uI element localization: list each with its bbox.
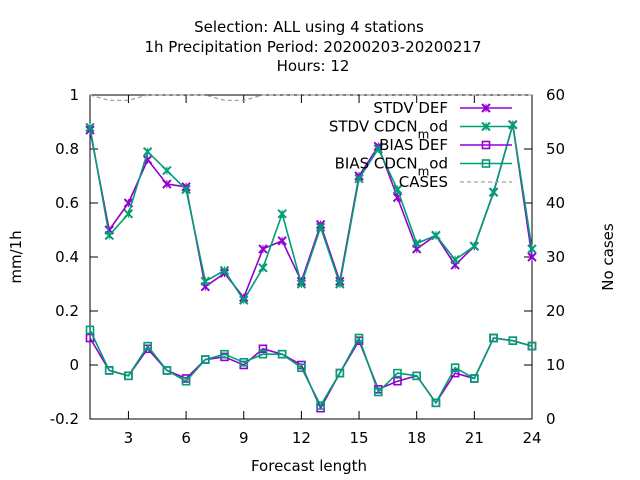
series-2-point <box>258 263 268 273</box>
plot-series <box>85 94 537 413</box>
y-tick-label: 0.4 <box>55 248 79 266</box>
series-2-point <box>373 144 383 154</box>
series-2-point <box>411 238 422 249</box>
series-2-point <box>296 279 307 289</box>
title-line-2: 1h Precipitation Period: 20200203-202002… <box>144 38 481 56</box>
series-2-point <box>162 165 172 176</box>
series-4-point <box>393 368 402 378</box>
y2-tick-label: 50 <box>546 140 565 158</box>
series-4-point <box>470 374 479 383</box>
series-4-point <box>373 387 383 397</box>
series-2-point <box>392 184 403 195</box>
series-4-point <box>489 333 498 343</box>
legend-label-1: STDV DEF <box>373 99 448 117</box>
series-2-point <box>469 241 480 251</box>
legend-label-5: CASES <box>399 173 448 191</box>
y-tick-label: 0.8 <box>55 140 79 158</box>
x-tick-label: 21 <box>465 429 484 447</box>
series-4-point <box>220 349 229 359</box>
title-line-1: Selection: ALL using 4 stations <box>194 18 424 36</box>
series-4-point <box>258 349 268 359</box>
y2-tick-label: 30 <box>546 248 565 266</box>
legend-marker-2 <box>481 121 491 132</box>
series-4-point <box>508 336 518 346</box>
series-2-point <box>315 222 326 233</box>
y2-tick-label: 60 <box>546 86 565 104</box>
x-tick-label: 6 <box>181 429 191 447</box>
series-4-point <box>431 398 441 408</box>
y-axis-label: mm/1h <box>7 230 25 283</box>
y2-tick-label: 40 <box>546 194 565 212</box>
series-1-point <box>162 179 172 189</box>
series-2-point <box>123 209 134 219</box>
legend-marker-4 <box>481 159 491 168</box>
series-2-point <box>277 209 287 219</box>
title-line-3: Hours: 12 <box>277 57 350 75</box>
series-4-point <box>201 355 210 364</box>
series-2-point <box>508 119 518 130</box>
series-4-point <box>527 341 537 351</box>
series-4-point <box>335 368 345 378</box>
series-4-point <box>412 371 421 381</box>
x-tick-label: 12 <box>292 429 311 447</box>
x-tick-label: 3 <box>124 429 134 447</box>
legend-label-3: BIAS DEF <box>379 136 448 154</box>
y-tick-label: 1 <box>69 86 79 104</box>
legend-marker-1 <box>481 103 491 113</box>
series-2-point <box>450 254 460 265</box>
series-4-point <box>239 357 249 367</box>
x-tick-label: 18 <box>407 429 426 447</box>
x-tick-label: 9 <box>239 429 249 447</box>
series-4-point <box>297 363 306 373</box>
series-1-point <box>527 252 537 262</box>
chart-title: Selection: ALL using 4 stations 1h Preci… <box>144 18 481 75</box>
y2-tick-label: 0 <box>546 410 556 428</box>
legend-marker-3 <box>481 140 491 150</box>
y-tick-label: -0.2 <box>50 410 79 428</box>
series-2-point <box>142 146 153 157</box>
series-4-point <box>104 366 114 375</box>
series-4-point <box>277 349 287 359</box>
series-4-point <box>354 333 364 343</box>
y-tick-label: 0.2 <box>55 302 79 320</box>
series-2-point <box>85 122 95 133</box>
series-3-point <box>393 376 402 386</box>
series-line-2 <box>89 124 533 302</box>
series-3-point <box>258 344 268 354</box>
series-4-point <box>162 366 172 375</box>
series-1-point <box>258 244 268 254</box>
series-2-point <box>239 295 249 305</box>
x-tick-label: 15 <box>349 429 368 447</box>
x-tick-label: 24 <box>522 429 541 447</box>
series-2-point <box>219 265 230 276</box>
series-4-point <box>181 376 191 386</box>
series-1-point <box>277 236 287 246</box>
series-2-point <box>431 230 441 241</box>
series-2-point <box>488 187 499 197</box>
series-4-point <box>450 363 460 373</box>
series-2-point <box>354 173 364 184</box>
x-axis-label: Forecast length <box>251 457 367 475</box>
y-tick-label: 0 <box>69 356 79 374</box>
y2-tick-label: 20 <box>546 302 565 320</box>
series-line-5 <box>89 94 532 102</box>
series-4-point <box>85 325 95 335</box>
series-2-point <box>200 276 211 287</box>
y2-tick-label: 10 <box>546 356 565 374</box>
series-2-point <box>527 244 537 254</box>
series-2-point <box>104 230 114 241</box>
series-2-point <box>335 279 345 289</box>
y-tick-label: 0.6 <box>55 194 79 212</box>
series-4-point <box>143 341 152 351</box>
series-line-4 <box>89 329 533 408</box>
series-line-1 <box>89 124 533 300</box>
series-4-point <box>124 371 133 381</box>
series-4-point <box>316 401 325 410</box>
y2-axis-label: No cases <box>599 223 617 291</box>
series-2-point <box>181 184 191 195</box>
